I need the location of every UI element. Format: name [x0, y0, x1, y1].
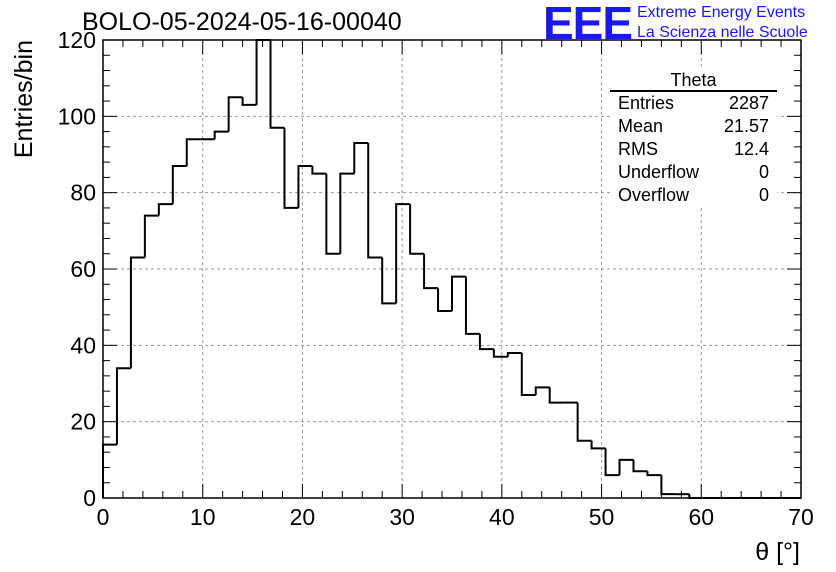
y-tick-label: 60 [70, 256, 96, 282]
x-axis-label: θ [°] [755, 538, 800, 566]
stats-row-mean: Mean 21.57 [610, 115, 777, 138]
stats-value: 0 [759, 184, 769, 207]
histogram-bin [508, 353, 522, 357]
histogram-bin [340, 174, 354, 254]
stats-row-entries: Entries 2287 [610, 92, 777, 115]
stats-label: RMS [618, 138, 658, 161]
histogram-bin [438, 288, 452, 311]
stats-row-overflow: Overflow 0 [610, 184, 777, 207]
histogram-bin [243, 97, 257, 105]
histogram-bin [368, 143, 382, 257]
histogram-bin [592, 441, 606, 449]
stats-label: Entries [618, 92, 674, 115]
eee-logo: EEE [543, 0, 632, 46]
stats-value: 0 [759, 161, 769, 184]
y-tick-label: 100 [58, 103, 96, 129]
y-tick-label: 0 [83, 485, 96, 511]
histogram-bin [298, 166, 312, 208]
stats-row-underflow: Underflow 0 [610, 161, 777, 184]
y-tick-label: 80 [70, 180, 96, 206]
histogram-bin [229, 97, 243, 131]
stats-title: Theta [610, 70, 777, 92]
histogram-bin [480, 334, 494, 349]
histogram-bin [117, 368, 131, 444]
histogram-bin [187, 139, 201, 166]
x-tick-label: 30 [389, 504, 415, 530]
histogram-bin [326, 174, 340, 254]
y-tick-label: 40 [70, 332, 96, 358]
histogram-bin [159, 204, 173, 215]
logo-caption: Extreme Energy Events La Scienza nelle S… [637, 3, 808, 43]
histogram-bin [173, 166, 187, 204]
histogram-bin [620, 460, 634, 475]
histogram-bin [661, 475, 675, 494]
y-tick-label: 20 [70, 409, 96, 435]
histogram-bin [284, 128, 298, 208]
histogram-bin [354, 143, 368, 174]
histogram-bin [271, 40, 285, 128]
histogram-bin [424, 254, 438, 288]
x-tick-label: 40 [489, 504, 515, 530]
x-tick-label: 0 [97, 504, 110, 530]
histogram-bin [550, 387, 564, 402]
histogram-bin [536, 387, 550, 395]
x-tick-label: 50 [589, 504, 615, 530]
x-tick-label: 70 [788, 504, 814, 530]
histogram-bin [382, 258, 396, 304]
x-tick-label: 20 [290, 504, 316, 530]
histogram-bin [466, 277, 480, 334]
stats-value: 2287 [729, 92, 769, 115]
histogram-bin [410, 204, 424, 254]
stats-label: Overflow [618, 184, 689, 207]
histogram-bin [633, 460, 647, 471]
chart-title: BOLO-05-2024-05-16-00040 [82, 8, 402, 37]
stats-value: 21.57 [724, 115, 769, 138]
stats-value: 12.4 [734, 138, 769, 161]
histogram-bin [522, 353, 536, 395]
histogram-bin [396, 204, 410, 303]
histogram-bin [131, 258, 145, 369]
stats-box: Theta Entries 2287 Mean 21.57 RMS 12.4 U… [610, 70, 777, 207]
histogram-bin [215, 132, 229, 140]
histogram-bin [494, 349, 508, 357]
x-tick-label: 10 [190, 504, 216, 530]
histogram-bin [606, 448, 620, 475]
histogram-bin [312, 166, 326, 174]
y-axis-label: Entries/bin [10, 40, 38, 158]
histogram-bin [145, 216, 159, 258]
stats-label: Mean [618, 115, 663, 138]
histogram-bin [257, 40, 271, 105]
stats-label: Underflow [618, 161, 699, 184]
x-tick-label: 60 [688, 504, 714, 530]
stats-row-rms: RMS 12.4 [610, 138, 777, 161]
logo-line-1: Extreme Energy Events [637, 3, 808, 23]
logo-line-2: La Scienza nelle Scuole [637, 23, 808, 43]
histogram-bin [452, 277, 466, 311]
histogram-bin [647, 471, 661, 475]
